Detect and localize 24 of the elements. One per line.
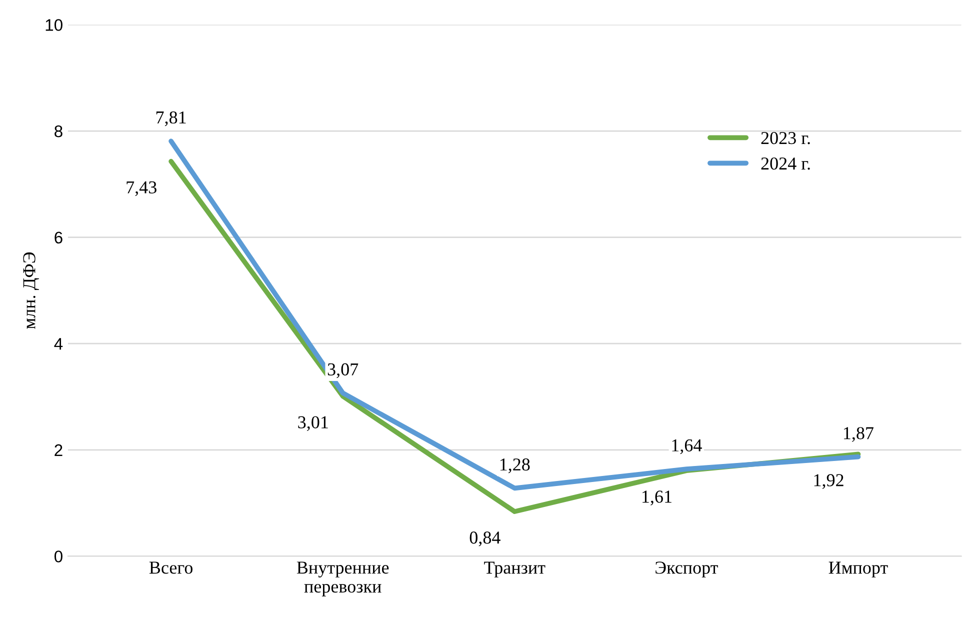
y-tick-label: 10 (46, 19, 62, 31)
x-tick-label: Импорт (828, 562, 888, 578)
data-label: 1,28 (500, 458, 530, 474)
data-label: 7,81 (156, 111, 186, 126)
data-label: 3,01 (298, 416, 328, 431)
data-label: 1,87 (844, 427, 874, 442)
legend-label: 2023 г. (761, 132, 810, 144)
y-tick-label: 0 (54, 550, 62, 562)
y-tick-label: 8 (54, 125, 62, 138)
legend-label: 2024 г. (761, 157, 810, 170)
data-label: 1,61 (642, 490, 672, 506)
data-label: 3,07 (328, 363, 358, 378)
y-tick-label: 6 (54, 232, 62, 244)
data-label: 7,43 (126, 181, 156, 196)
y-tick-label: 4 (54, 338, 63, 350)
x-tick-label: Транзит (484, 562, 546, 578)
y-tick-label: 2 (54, 444, 62, 456)
data-label: 0,84 (470, 532, 500, 546)
data-label: 1,64 (672, 439, 702, 454)
y-axis-title: млн. ДФЭ (23, 252, 40, 329)
x-tick-label: Экспорт (656, 562, 718, 578)
x-tick-label: Внутренние перевозки (296, 562, 389, 596)
data-label: 1,92 (814, 474, 844, 489)
x-tick-label: Всего (149, 562, 192, 574)
